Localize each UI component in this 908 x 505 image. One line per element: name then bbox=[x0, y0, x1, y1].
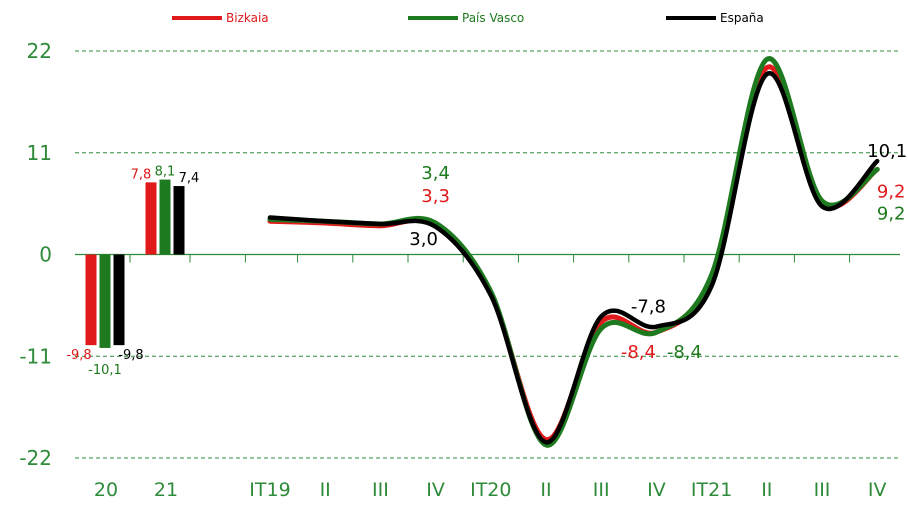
bar bbox=[85, 254, 97, 346]
point-data-label: 9,2 bbox=[877, 181, 906, 202]
bar bbox=[145, 182, 157, 255]
y-tick-label: 0 bbox=[39, 243, 52, 267]
point-data-label: 3,4 bbox=[421, 163, 450, 184]
y-tick-label: -11 bbox=[19, 344, 52, 368]
point-data-label: 10,1 bbox=[867, 141, 907, 162]
x-tick-label: II bbox=[320, 479, 331, 501]
y-tick-label: 11 bbox=[27, 141, 52, 165]
bar bbox=[113, 254, 125, 346]
x-tick-label: II bbox=[540, 479, 551, 501]
series-line bbox=[267, 71, 880, 445]
y-tick-label: -22 bbox=[19, 446, 52, 470]
point-data-label: 3,0 bbox=[409, 229, 438, 250]
bar-data-label: -9,8 bbox=[66, 348, 91, 363]
bar-data-label: -9,8 bbox=[118, 348, 143, 363]
x-tick-label: IV bbox=[647, 479, 666, 501]
bar-data-label: 7,4 bbox=[179, 171, 200, 186]
bar bbox=[159, 179, 171, 255]
x-tick-label: 21 bbox=[154, 479, 178, 501]
x-tick-label: II bbox=[761, 479, 772, 501]
x-tick-label: IV bbox=[426, 479, 445, 501]
bar-data-label: -10,1 bbox=[88, 363, 122, 378]
point-data-label: 9,2 bbox=[877, 203, 906, 224]
x-tick-label: 20 bbox=[94, 479, 118, 501]
point-data-label: -8,4 bbox=[621, 342, 656, 363]
y-tick-label: 22 bbox=[27, 39, 52, 63]
x-tick-label: IT19 bbox=[249, 479, 290, 501]
x-tick-label: IV bbox=[868, 479, 887, 501]
legend-label: España bbox=[720, 11, 764, 25]
bar bbox=[173, 186, 185, 255]
x-tick-label: III bbox=[372, 479, 389, 501]
legend-label: País Vasco bbox=[462, 11, 524, 25]
point-data-label: -7,8 bbox=[631, 297, 666, 318]
x-tick-label: IT21 bbox=[691, 479, 732, 501]
bar bbox=[99, 254, 111, 348]
legend-label: Bizkaia bbox=[226, 11, 269, 25]
bar-data-label: 7,8 bbox=[131, 167, 152, 182]
x-tick-label: IT20 bbox=[470, 479, 511, 501]
x-tick-label: III bbox=[593, 479, 610, 501]
x-tick-label: III bbox=[814, 479, 831, 501]
point-data-label: -8,4 bbox=[667, 342, 702, 363]
bar-data-label: 8,1 bbox=[155, 165, 176, 180]
point-data-label: 3,3 bbox=[421, 186, 450, 207]
